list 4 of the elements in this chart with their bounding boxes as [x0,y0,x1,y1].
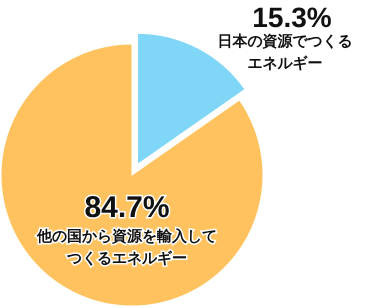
data-label: 15.3% [252,2,332,33]
data-label: 84.7% [84,191,170,224]
slice-label: 他の国から資源を輸入してつくるエネルギー [36,228,217,267]
slice-label: 日本の資源でつくるエネルギー [218,33,352,72]
